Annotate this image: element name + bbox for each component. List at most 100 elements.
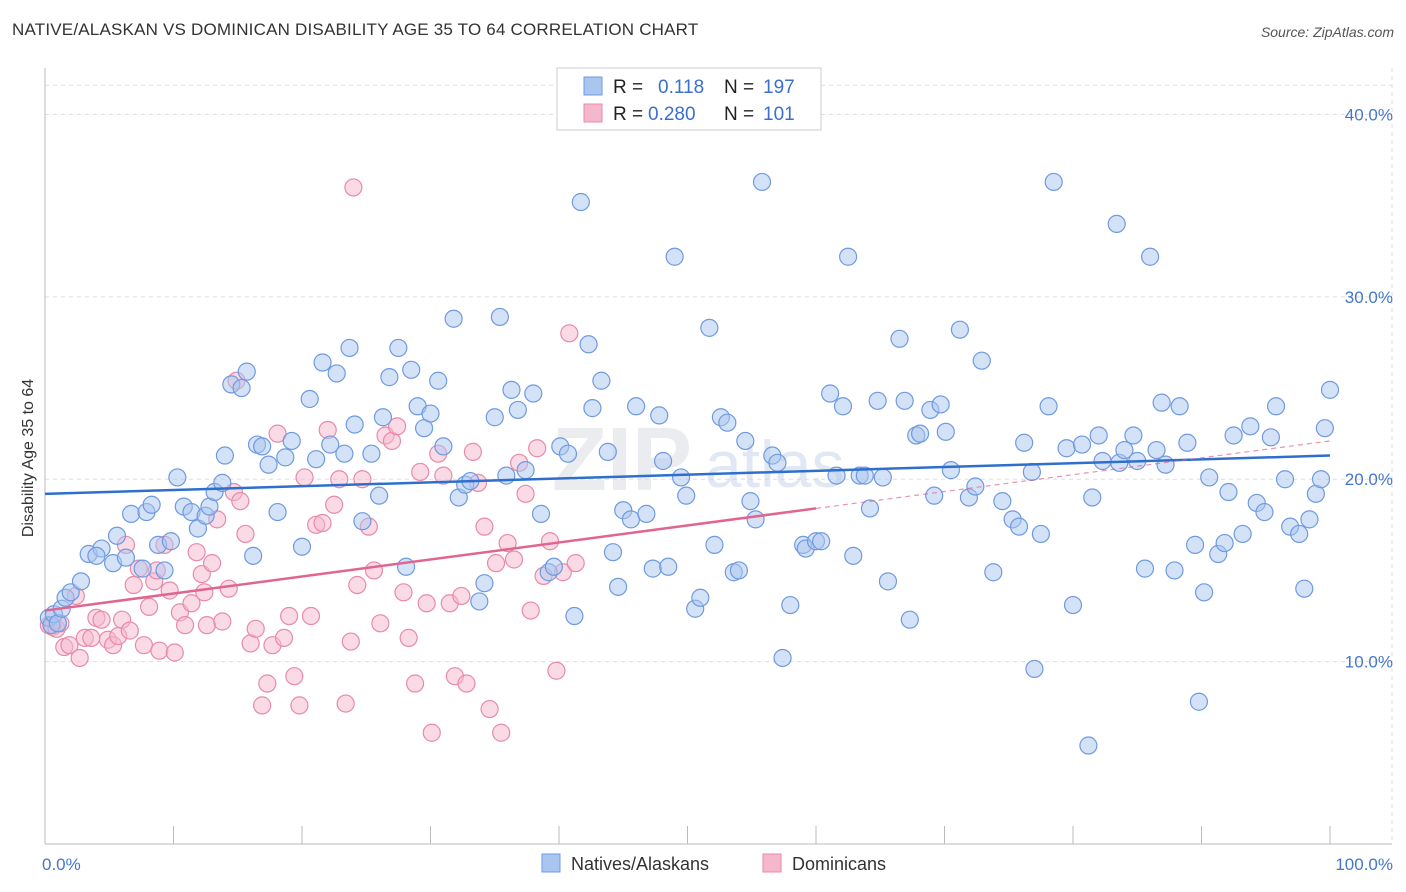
natives-point-161 (1115, 440, 1134, 460)
y-tick-label-3: 40.0% (1345, 105, 1393, 124)
dominicans-point-30 (187, 543, 206, 562)
natives-point-52 (373, 408, 393, 427)
dominicans-point-90 (528, 439, 547, 458)
natives-point-151 (1039, 397, 1058, 416)
dominicans-point-58 (341, 632, 360, 651)
dominicans-point-79 (463, 442, 483, 461)
natives-points (39, 172, 1340, 755)
natives-point-159 (1107, 214, 1126, 234)
natives-point-165 (1140, 247, 1160, 266)
natives-point-89 (621, 510, 641, 529)
natives-point-173 (1200, 468, 1219, 487)
natives-point-181 (1255, 502, 1274, 522)
dominicans-point-17 (120, 621, 139, 640)
chart-title: NATIVE/ALASKAN VS DOMINICAN DISABILITY A… (12, 20, 699, 39)
natives-point-74 (524, 384, 543, 403)
natives-point-168 (1165, 561, 1184, 580)
x-tick-label-min: 0.0% (42, 855, 81, 874)
natives-point-194 (1079, 736, 1098, 755)
bottom-legend-label-dominicans: Dominicans (792, 854, 886, 874)
natives-point-37 (268, 502, 287, 522)
natives-point-45 (327, 364, 346, 383)
legend-n-value-pink: 101 (763, 104, 795, 125)
natives-point-62 (444, 309, 463, 328)
dominicans-point-68 (399, 628, 418, 648)
natives-point-152 (1044, 172, 1063, 192)
bottom-legend-swatch-dominicans (762, 853, 782, 873)
natives-point-132 (900, 610, 919, 629)
y-tick-labels: 10.0% 20.0% 30.0% 40.0% (1345, 105, 1393, 671)
bottom-legend: Natives/Alaskans Dominicans (541, 853, 886, 874)
dominicans-point-55 (325, 495, 344, 514)
dominicans-point-29 (182, 594, 201, 613)
natives-point-59 (421, 404, 440, 423)
natives-point-162 (1124, 426, 1143, 445)
legend-r-label-blue: R = (613, 77, 643, 98)
dominicans-point-49 (290, 696, 309, 715)
y-tick-label-0: 10.0% (1345, 653, 1393, 672)
natives-point-110 (752, 172, 772, 192)
dominicans-point-95 (560, 324, 579, 343)
dominicans-point-23 (150, 641, 169, 660)
natives-point-137 (931, 395, 950, 414)
x-tick-labels: 0.0% 100.0% (42, 855, 1393, 874)
natives-point-10 (87, 546, 106, 565)
dominicans-point-7 (70, 648, 89, 668)
natives-point-12 (107, 526, 127, 545)
dominicans-point-66 (387, 417, 407, 436)
dominicans-point-70 (411, 462, 430, 482)
natives-point-48 (345, 415, 364, 434)
natives-point-71 (502, 380, 521, 399)
dominicans-point-78 (457, 674, 476, 693)
natives-point-131 (895, 391, 914, 410)
natives-point-102 (705, 535, 724, 554)
natives-point-51 (370, 486, 389, 505)
natives-point-136 (925, 486, 944, 505)
natives-point-66 (470, 592, 489, 611)
natives-point-87 (609, 577, 628, 596)
natives-point-77 (544, 557, 563, 576)
dominicans-point-25 (160, 581, 179, 600)
natives-point-69 (490, 307, 509, 327)
natives-point-53 (380, 368, 399, 387)
dominicans-point-38 (231, 492, 250, 511)
natives-point-193 (1025, 659, 1044, 679)
dominicans-point-11 (92, 610, 111, 629)
natives-point-114 (781, 595, 800, 615)
natives-point-150 (1031, 524, 1050, 544)
natives-point-60 (429, 371, 448, 390)
natives-point-113 (773, 648, 792, 668)
dominicans-point-41 (246, 619, 265, 638)
natives-point-183 (1266, 397, 1286, 416)
natives-point-147 (1009, 517, 1029, 536)
natives-point-128 (873, 468, 892, 487)
natives-point-169 (1170, 397, 1189, 416)
natives-point-153 (1057, 439, 1076, 458)
natives-point-184 (1275, 470, 1295, 489)
natives-point-42 (307, 450, 326, 469)
natives-point-31 (232, 378, 251, 398)
bottom-legend-label-natives: Natives/Alaskans (571, 854, 709, 874)
natives-point-43 (313, 353, 332, 372)
natives-point-90 (626, 397, 646, 416)
natives-point-104 (718, 413, 737, 432)
natives-point-178 (1233, 524, 1252, 544)
dominicans-point-39 (236, 524, 255, 544)
natives-point-94 (653, 451, 673, 471)
natives-point-81 (571, 192, 590, 212)
dominicans-point-74 (434, 466, 453, 485)
natives-point-73 (516, 461, 535, 480)
natives-point-196 (1194, 583, 1214, 602)
natives-point-182 (1261, 428, 1280, 447)
natives-point-40 (292, 537, 312, 556)
natives-point-155 (1072, 435, 1092, 454)
natives-point-140 (950, 320, 970, 339)
natives-point-96 (665, 247, 684, 266)
natives-point-192 (1320, 380, 1340, 399)
dominicans-point-47 (280, 606, 299, 626)
natives-point-93 (650, 406, 669, 425)
natives-point-175 (1215, 533, 1234, 553)
natives-point-139 (941, 461, 961, 480)
natives-point-41 (300, 389, 319, 409)
dominicans-point-53 (313, 513, 332, 533)
